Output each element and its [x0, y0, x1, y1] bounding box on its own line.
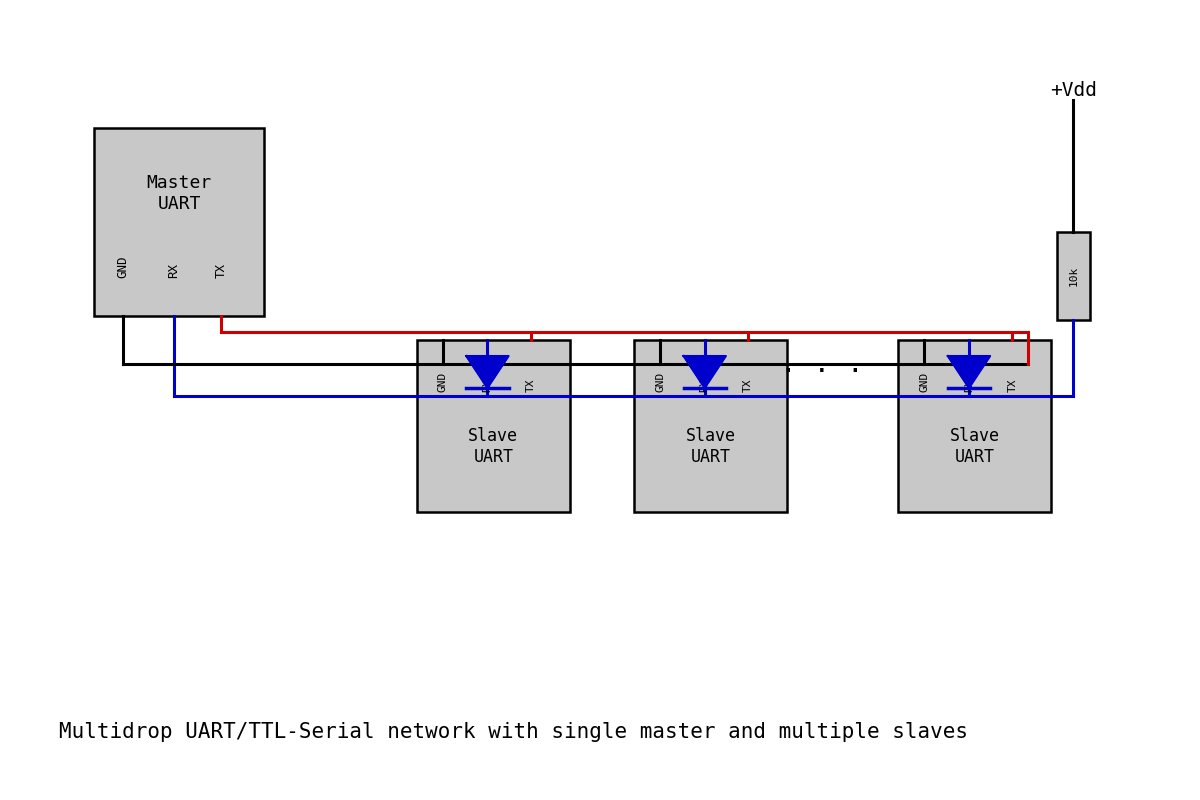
Text: TX: TX: [215, 262, 227, 278]
Text: RX: RX: [482, 378, 492, 392]
Text: . . .: . . .: [780, 350, 864, 378]
Text: Slave
UART: Slave UART: [685, 427, 736, 466]
Bar: [416, 340, 570, 512]
Polygon shape: [684, 356, 726, 388]
Text: RX: RX: [964, 378, 974, 392]
Text: Slave
UART: Slave UART: [950, 427, 1000, 466]
Text: GND: GND: [116, 255, 130, 278]
Text: GND: GND: [438, 372, 448, 392]
Text: GND: GND: [655, 372, 665, 392]
Bar: [899, 340, 1051, 512]
Polygon shape: [948, 356, 990, 388]
Text: +Vdd: +Vdd: [1050, 81, 1097, 100]
Text: RX: RX: [167, 262, 180, 278]
Text: RX: RX: [700, 378, 709, 392]
Text: TX: TX: [526, 378, 536, 392]
Text: Master
UART: Master UART: [146, 174, 211, 214]
Text: TX: TX: [743, 378, 754, 392]
Bar: [94, 128, 264, 316]
Text: Multidrop UART/TTL-Serial network with single master and multiple slaves: Multidrop UART/TTL-Serial network with s…: [59, 722, 967, 742]
Bar: [1057, 232, 1090, 320]
Polygon shape: [467, 356, 509, 388]
Text: 10k: 10k: [1068, 266, 1079, 286]
Text: GND: GND: [919, 372, 929, 392]
Bar: [635, 340, 787, 512]
Text: TX: TX: [1008, 378, 1018, 392]
Text: Slave
UART: Slave UART: [468, 427, 518, 466]
